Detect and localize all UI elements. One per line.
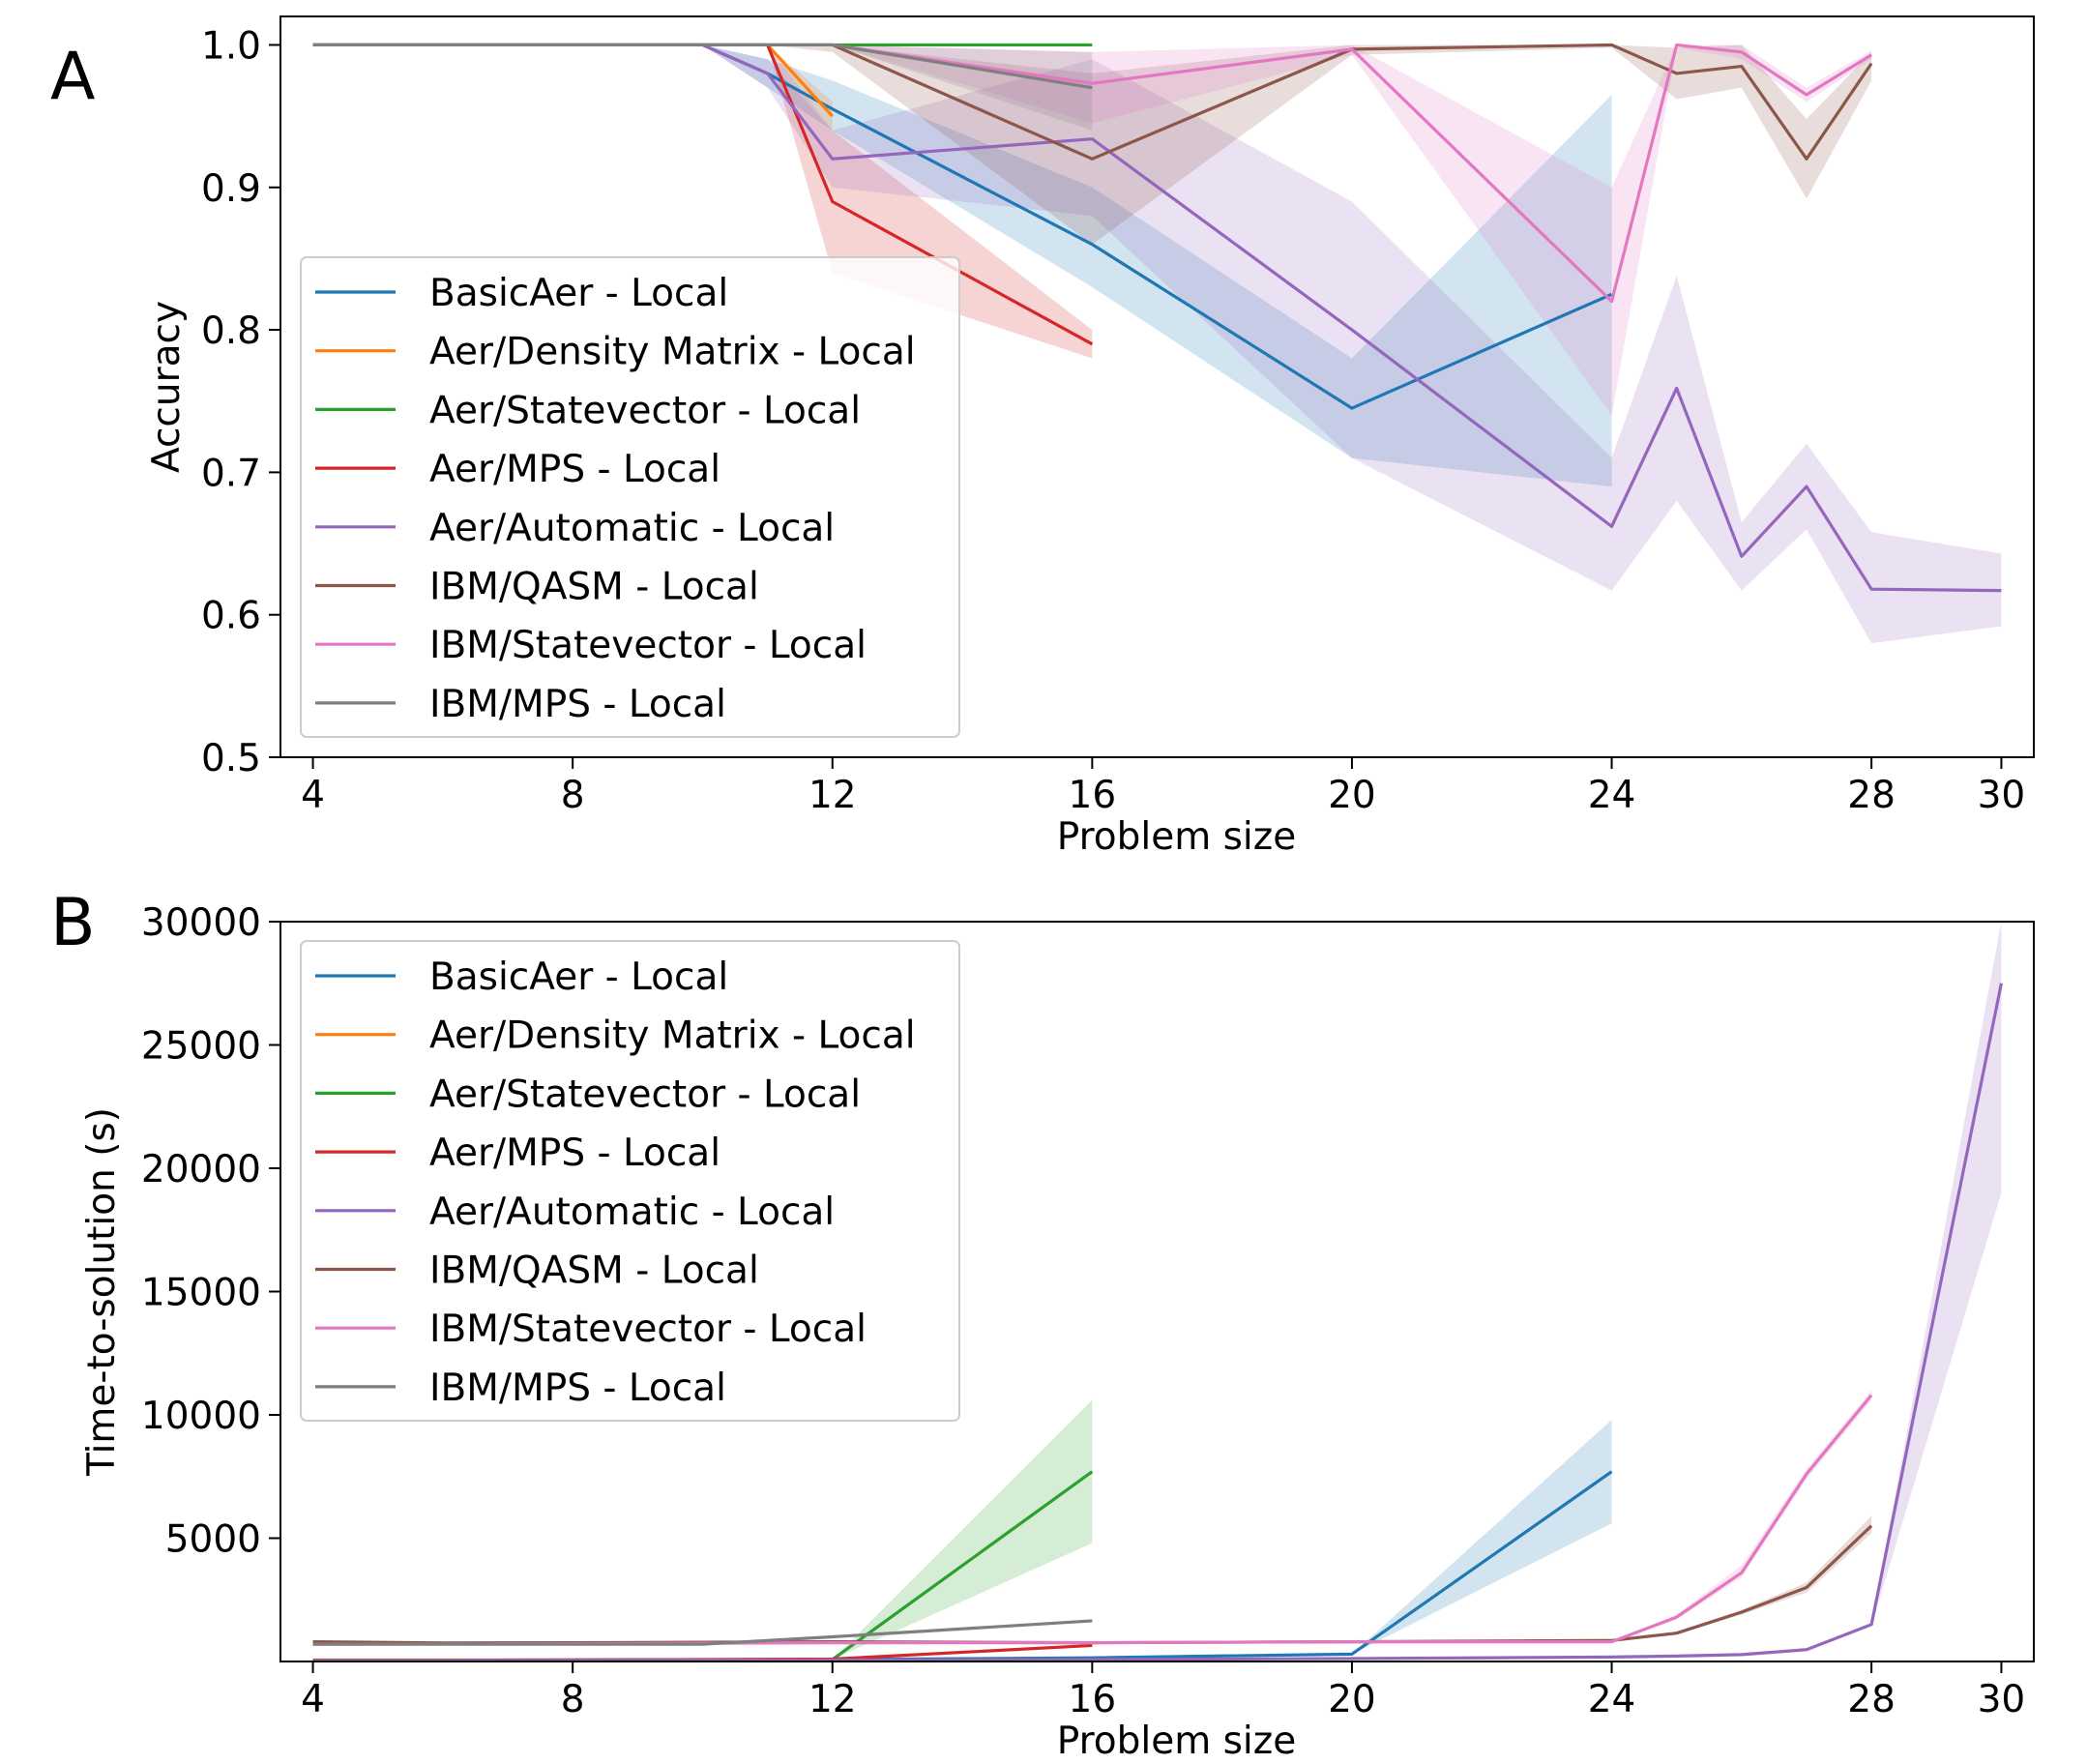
x-tick-label: 30: [1978, 1678, 2026, 1721]
x-tick-label: 12: [808, 1678, 857, 1721]
y-tick-label: 5000: [165, 1518, 261, 1562]
plot-area: [312, 922, 2003, 1661]
y-tick-label: 30000: [141, 901, 261, 945]
confidence-band: [312, 44, 1872, 245]
legend-label: IBM/MPS - Local: [429, 683, 726, 726]
x-tick-label: 28: [1847, 1678, 1896, 1721]
panel-label: A: [50, 39, 96, 115]
x-tick-label: 16: [1069, 774, 1117, 817]
series-line: [312, 43, 834, 118]
x-tick-label: 24: [1588, 774, 1636, 817]
x-tick-label: 8: [561, 1678, 585, 1721]
confidence-band: [312, 1399, 1093, 1661]
x-tick-label: 24: [1588, 1678, 1636, 1721]
legend-label: Aer/MPS - Local: [429, 1132, 720, 1175]
x-tick-label: 12: [808, 774, 857, 817]
y-tick-label: 0.6: [201, 595, 261, 638]
x-tick-label: 16: [1069, 1678, 1117, 1721]
legend-label: IBM/Statevector - Local: [429, 624, 867, 667]
x-tick-label: 4: [301, 774, 325, 817]
y-tick-label: 0.7: [201, 452, 261, 495]
confidence-band: [312, 44, 1093, 131]
y-tick-label: 25000: [141, 1025, 261, 1069]
legend-label: IBM/Statevector - Local: [429, 1308, 867, 1351]
x-axis-label: Problem size: [1057, 1720, 1296, 1763]
y-axis-label: Time-to-solution (s): [80, 1107, 124, 1477]
y-tick-label: 0.9: [201, 167, 261, 211]
legend-box: [300, 256, 960, 738]
series-line: [312, 983, 2003, 1661]
legend-label: IBM/QASM - Local: [429, 1250, 759, 1293]
panel-a: A 4 8 12 16 20 24 28 30 0.5 0.6 0.7 0.8 0.9 1.0 Problem…: [50, 15, 2035, 859]
legend-label: Aer/Density Matrix - Local: [429, 1014, 916, 1058]
y-axis-label: Accuracy: [145, 301, 189, 473]
legend-label: BasicAer - Local: [429, 956, 728, 999]
y-tick-label: 0.8: [201, 309, 261, 353]
x-tick-label: 30: [1978, 774, 2026, 817]
x-tick-label: 20: [1328, 1678, 1376, 1721]
axes-frame: [279, 15, 2035, 758]
x-tick-label: 28: [1847, 774, 1896, 817]
x-tick-label: 20: [1328, 774, 1376, 817]
series-line: [312, 43, 1093, 90]
confidence-band: [312, 44, 2002, 644]
series-line: [312, 1524, 1873, 1645]
panel-b: B 4 8 12 16 20 24 28 30 5000 10000 15000 20000 25000 3…: [50, 885, 2035, 1763]
legend: BasicAer - Local Aer/Density Matrix - Loc…: [300, 940, 960, 1422]
confidence-band: [312, 44, 1872, 416]
legend-label: IBM/QASM - Local: [429, 566, 759, 609]
panel-label: B: [50, 885, 96, 961]
legend-label: Aer/Density Matrix - Local: [429, 331, 916, 374]
legend-label: Aer/Automatic - Local: [429, 507, 835, 550]
y-tick-label: 10000: [141, 1395, 261, 1438]
legend-label: Aer/Statevector - Local: [429, 1073, 861, 1116]
legend: BasicAer - Local Aer/Density Matrix - Loc…: [300, 256, 960, 738]
legend-label: Aer/MPS - Local: [429, 448, 720, 491]
legend-label: Aer/Automatic - Local: [429, 1191, 835, 1234]
y-tick-label: 1.0: [201, 24, 261, 68]
y-tick-label: 20000: [141, 1148, 261, 1191]
x-axis-label: Problem size: [1057, 815, 1296, 859]
legend-label: BasicAer - Local: [429, 272, 728, 315]
series-line: [312, 1619, 1093, 1646]
x-tick-label: 8: [561, 774, 585, 817]
y-tick-label: 0.5: [201, 737, 261, 780]
legend-label: IBM/MPS - Local: [429, 1367, 726, 1410]
legend-label: Aer/Statevector - Local: [429, 389, 861, 432]
x-tick-label: 4: [301, 1678, 325, 1721]
confidence-band: [312, 1619, 1093, 1645]
confidence-band: [312, 44, 1612, 487]
legend-box: [300, 940, 960, 1422]
y-tick-label: 15000: [141, 1272, 261, 1315]
